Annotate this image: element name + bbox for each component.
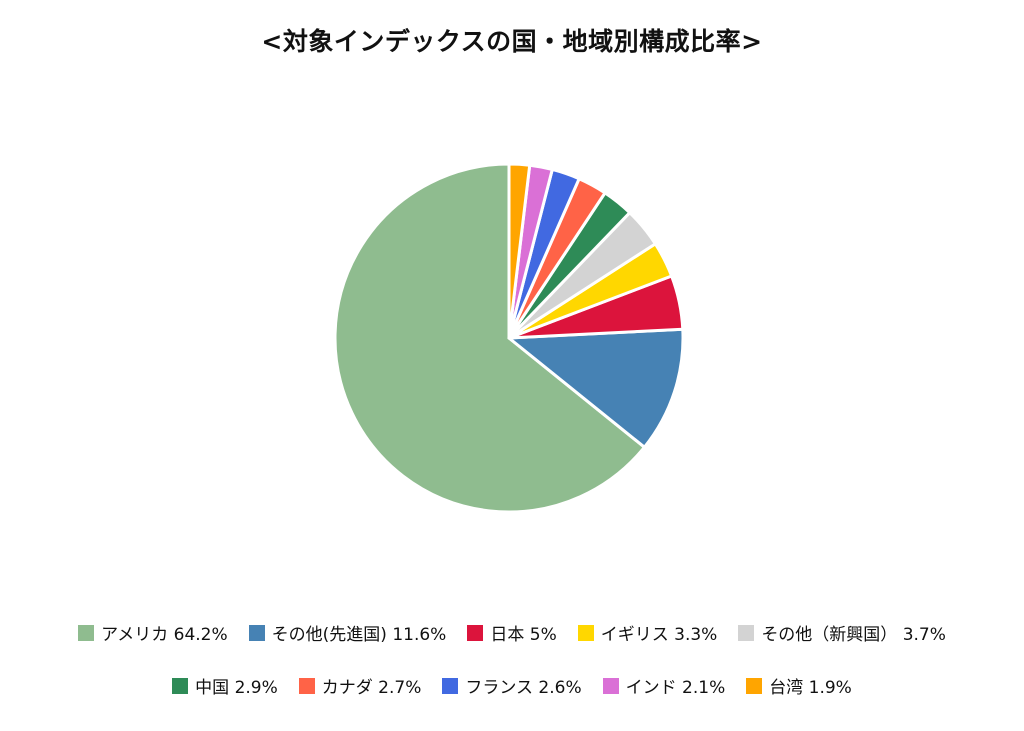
legend-swatch-0 xyxy=(78,624,95,641)
legend-swatch-2 xyxy=(467,624,484,641)
pie-slice-0 xyxy=(333,162,646,514)
legend-label-8: インド 2.1% xyxy=(625,678,726,698)
legend-row-1: アメリカ 64.2% その他(先進国) 11.6% 日本 5% イギリス 3.3% その… xyxy=(0,620,1024,645)
legend-item-0: アメリカ 64.2% xyxy=(78,620,228,645)
legend-swatch-4 xyxy=(738,624,755,641)
legend-swatch-9 xyxy=(746,677,763,694)
legend-item-8: インド 2.1% xyxy=(602,673,726,698)
legend-item-9: 台湾 1.9% xyxy=(746,673,852,698)
legend-swatch-3 xyxy=(577,624,594,641)
legend-item-6: カナダ 2.7% xyxy=(298,673,422,698)
legend-label-9: 台湾 1.9% xyxy=(769,678,852,698)
legend-item-2: 日本 5% xyxy=(467,620,557,645)
legend-label-4: その他（新興国） 3.7% xyxy=(761,625,946,645)
legend-swatch-8 xyxy=(602,677,619,694)
pie-slice-9 xyxy=(507,162,532,340)
legend-swatch-6 xyxy=(298,677,315,694)
legend-label-2: 日本 5% xyxy=(490,625,557,645)
legend-label-3: イギリス 3.3% xyxy=(600,625,718,645)
legend-item-4: その他（新興国） 3.7% xyxy=(738,620,946,645)
chart-title: <対象インデックスの国・地域別構成比率> xyxy=(261,27,763,56)
legend-label-7: フランス 2.6% xyxy=(465,678,582,698)
legend-label-0: アメリカ 64.2% xyxy=(101,625,228,645)
legend-label-6: カナダ 2.7% xyxy=(321,678,422,698)
legend-item-3: イギリス 3.3% xyxy=(577,620,718,645)
pie-slice-1 xyxy=(507,327,685,449)
legend-swatch-7 xyxy=(442,677,459,694)
legend-swatch-5 xyxy=(172,677,189,694)
legend-item-1: その他(先進国) 11.6% xyxy=(248,620,447,645)
legend-item-7: フランス 2.6% xyxy=(442,673,582,698)
legend-item-5: 中国 2.9% xyxy=(172,673,278,698)
legend-label-5: 中国 2.9% xyxy=(195,678,278,698)
legend-label-1: その他(先進国) 11.6% xyxy=(271,625,447,645)
legend-row-2: 中国 2.9% カナダ 2.7% フランス 2.6% インド 2.1% 台湾 1.9% xyxy=(0,673,1024,698)
legend-swatch-1 xyxy=(248,624,265,641)
